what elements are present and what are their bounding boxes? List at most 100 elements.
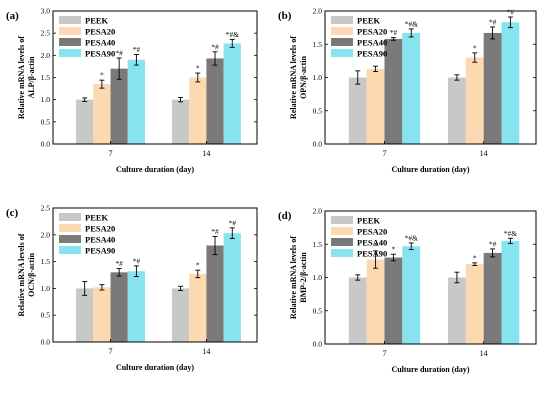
y-tick-label: 0.0 [313,340,323,349]
bar-PESA40-7 [384,38,403,144]
bar-PEEK-7 [76,99,94,144]
legend-swatch-PESA40 [331,38,353,46]
y-tick-label: 1.5 [313,240,323,249]
y-tick-label: 0.5 [313,306,323,315]
significance-label: * [100,71,104,80]
legend-swatch-PESA40 [331,238,353,246]
legend-swatch-PEEK [331,16,353,24]
significance-label: *# [115,48,123,57]
legend-label-PESA20: PESA20 [85,224,115,234]
bar-PEEK-14 [448,277,466,344]
y-tick-label: 2.5 [41,29,51,38]
y-tick-label: 1.5 [41,73,51,82]
significance-label: * [196,64,200,73]
x-tick-label: 7 [383,349,387,358]
significance-label: * [473,43,477,52]
significance-label: * [473,253,477,262]
bar-PESA20-14 [189,77,207,144]
bar-PEEK-7 [348,77,367,144]
y-axis-title: Relative mRNA levels ofOPN/β-actin [289,36,308,119]
legend-label-PESA90: PESA90 [85,246,115,256]
bar-PESA90-7 [127,271,146,342]
significance-label: *# [115,259,123,268]
plot-frame [324,210,537,345]
y-tick-label: 0.0 [313,140,323,149]
significance-label: *# [211,42,219,51]
y-axis-title-line2: ALP/β-actin [27,56,36,99]
y-tick-label: 0.0 [41,140,51,149]
y-tick-label: 0.5 [313,106,323,115]
bar-PESA40-7 [384,257,403,344]
bar-PESA90-14 [223,43,241,144]
bar-PEEK-7 [76,288,94,342]
bar-PESA90-14 [223,233,241,342]
x-tick-label: 7 [109,347,113,356]
y-axis-title-line2: BMP-2/β-actin [299,252,308,303]
y-axis-title-line2: OPN/β-actin [299,56,308,99]
significance-label: *# [133,256,141,265]
y-tick-label: 2.0 [313,207,323,216]
y-axis-title-line1: Relative mRNA levels of [17,233,26,316]
legend-label-PESA20: PESA20 [357,27,387,37]
significance-label: *# [390,28,398,37]
bar-PESA20-14 [189,273,207,342]
significance-label: *# [211,227,219,236]
significance-label: * [392,245,396,254]
legend-label-PESA90: PESA90 [85,49,115,59]
y-tick-label: 2.0 [313,7,323,16]
y-tick-label: 3.0 [41,7,51,16]
bar-PESA90-7 [127,59,146,145]
legend-label-PESA40: PESA40 [85,38,115,48]
significance-label: *# [133,45,141,54]
legend-label-PESA40: PESA40 [357,238,387,248]
significance-label: *# [489,17,497,26]
significance-label: *# [489,239,497,248]
y-axis-title: Relative mRNA levels ofALP/β-actin [17,36,36,119]
legend-label-PESA20: PESA20 [85,27,115,37]
bar-PEEK-14 [448,77,466,144]
legend-swatch-PEEK [331,216,353,224]
bar-PESA40-7 [110,68,128,144]
x-tick-label: 14 [202,347,210,356]
significance-label: *#& [226,30,240,39]
significance-label: *#& [405,233,419,242]
bar-PESA20-7 [366,259,385,344]
bar-PESA40-14 [483,32,502,144]
x-axis-title: Culture duration (day) [116,165,194,174]
x-axis-title: Culture duration (day) [391,165,469,174]
x-tick-label: 14 [480,149,488,158]
y-axis-title: Relative mRNA levels ofBMP-2/β-actin [289,236,308,319]
legend-label-PEEK: PEEK [357,216,381,226]
bar-PESA20-14 [465,264,484,344]
legend-swatch-PESA90 [59,246,81,254]
chart-panel-3: (c) 0.0 0.5 1.0 1.5 2.0 2.5 Relative mRNA level… [6,204,258,372]
bar-PESA90-14 [501,22,520,144]
legend-swatch-PESA90 [59,49,81,57]
significance-label: *# [507,7,515,16]
plot-frame [324,10,537,145]
x-tick-label: 7 [109,149,113,158]
y-axis-title: Relative mRNA levels ofOCN/β-actin [17,233,36,316]
bar-PESA90-7 [402,32,421,144]
bar-PESA40-14 [206,58,224,144]
chart-panel-2: (b) 0.0 0.5 1.0 1.5 2.0 Relative mRNA levels o… [278,7,537,174]
y-tick-label: 0.5 [41,117,51,126]
legend-label-PEEK: PEEK [85,16,109,26]
y-tick-label: 0.0 [41,338,51,347]
bar-PESA90-14 [501,240,520,344]
significance-label: *# [229,218,237,227]
significance-label: *#& [405,19,419,28]
panel-label: (d) [278,210,292,222]
x-tick-label: 14 [480,349,488,358]
x-axis-title: Culture duration (day) [391,365,469,374]
bar-PEEK-7 [348,277,367,344]
legend-label-PESA90: PESA90 [357,49,387,59]
x-axis-title: Culture duration (day) [116,363,194,372]
chart-panel-4: (d) 0.0 0.5 1.0 1.5 2.0 Relative mRNA levels o… [278,207,537,374]
legend-swatch-PESA90 [331,249,353,257]
y-tick-label: 0.5 [41,311,51,320]
y-tick-label: 2.0 [41,230,51,239]
